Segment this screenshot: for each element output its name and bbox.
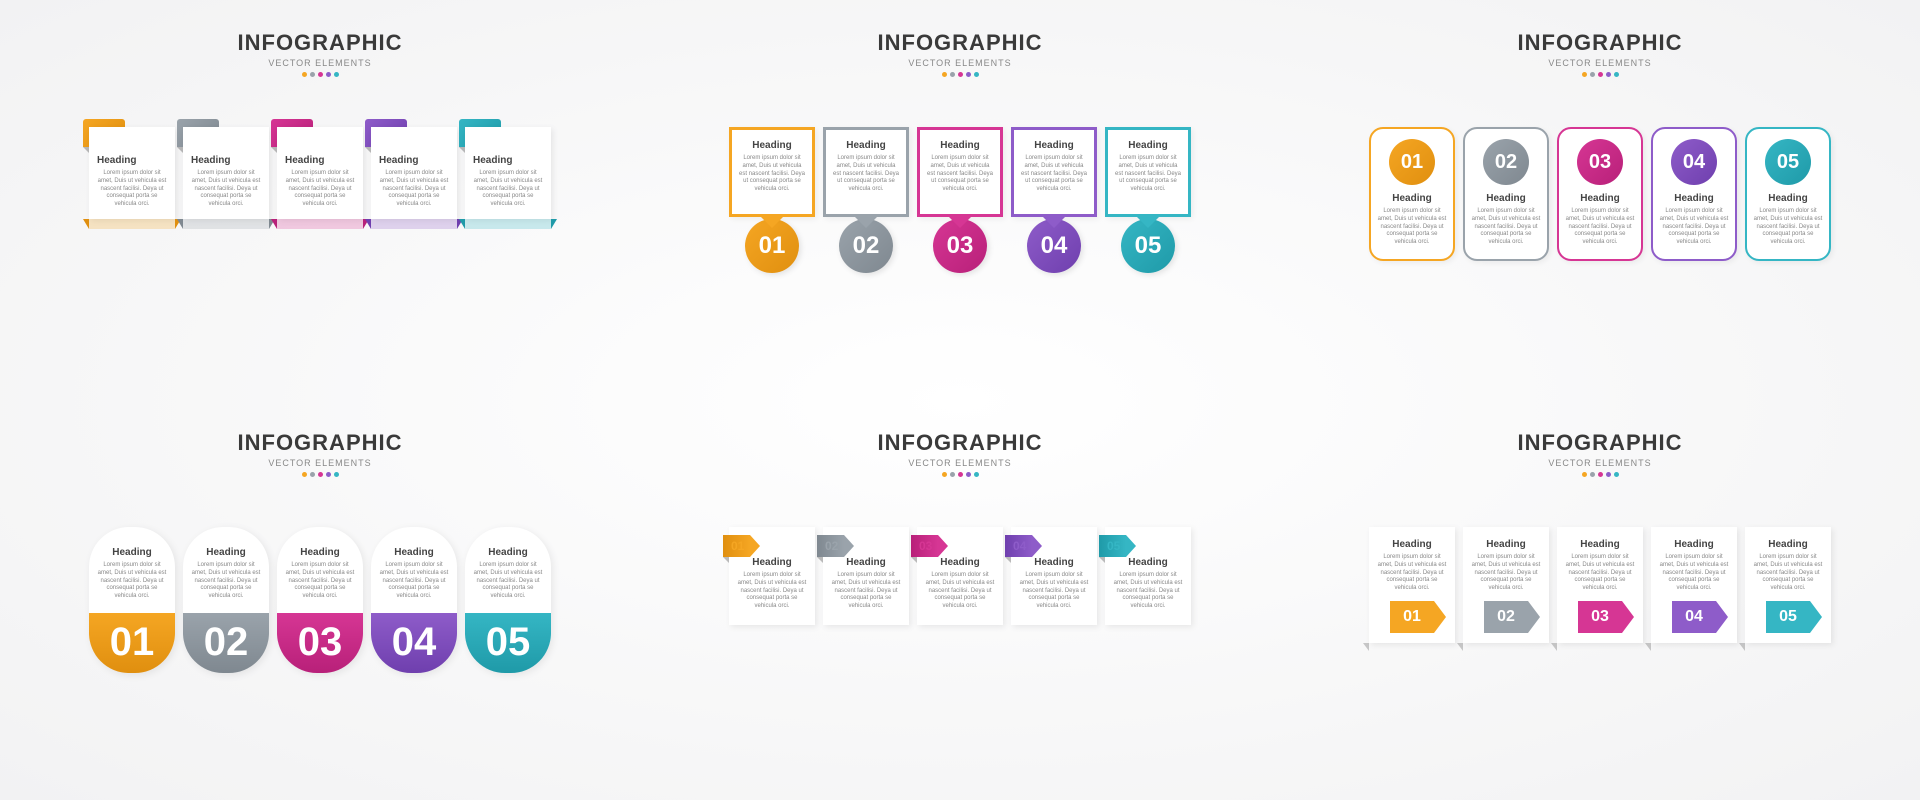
info-card: HeadingLorem ipsum dolor sit amet, Duis … bbox=[917, 127, 1003, 273]
dot bbox=[1606, 472, 1611, 477]
dot bbox=[318, 72, 323, 77]
info-card: HeadingLorem ipsum dolor sit amet, Duis … bbox=[1105, 127, 1191, 273]
dot bbox=[1598, 472, 1603, 477]
dot bbox=[326, 472, 331, 477]
dot bbox=[302, 472, 307, 477]
card-row: 01HeadingLorem ipsum dolor sit amet, Dui… bbox=[1369, 127, 1831, 261]
color-dots bbox=[942, 72, 979, 77]
info-card: 02HeadingLorem ipsum dolor sit amet, Dui… bbox=[183, 127, 269, 219]
dot bbox=[1582, 472, 1587, 477]
title: INFOGRAPHIC bbox=[1518, 30, 1683, 56]
info-card: 03HeadingLorem ipsum dolor sit amet, Dui… bbox=[1557, 127, 1643, 261]
panel-style5: INFOGRAPHIC VECTOR ELEMENTS 01HeadingLor… bbox=[640, 400, 1280, 800]
color-dots bbox=[302, 72, 339, 77]
info-card: HeadingLorem ipsum dolor sit amet, Duis … bbox=[465, 527, 551, 673]
panel-style4: INFOGRAPHIC VECTOR ELEMENTS HeadingLorem… bbox=[0, 400, 640, 800]
dot bbox=[1598, 72, 1603, 77]
info-card: 05HeadingLorem ipsum dolor sit amet, Dui… bbox=[1105, 527, 1191, 625]
dot bbox=[958, 72, 963, 77]
dot bbox=[950, 72, 955, 77]
title: INFOGRAPHIC bbox=[878, 430, 1043, 456]
info-card: 04HeadingLorem ipsum dolor sit amet, Dui… bbox=[1651, 127, 1737, 261]
info-card: HeadingLorem ipsum dolor sit amet, Duis … bbox=[1745, 527, 1831, 643]
dot bbox=[950, 472, 955, 477]
panel-style2: INFOGRAPHIC VECTOR ELEMENTS HeadingLorem… bbox=[640, 0, 1280, 400]
info-card: HeadingLorem ipsum dolor sit amet, Duis … bbox=[1011, 127, 1097, 273]
dot bbox=[942, 472, 947, 477]
info-card: 02HeadingLorem ipsum dolor sit amet, Dui… bbox=[1463, 127, 1549, 261]
dot bbox=[310, 72, 315, 77]
title: INFOGRAPHIC bbox=[878, 30, 1043, 56]
info-card: HeadingLorem ipsum dolor sit amet, Duis … bbox=[1369, 527, 1455, 643]
info-card: 01HeadingLorem ipsum dolor sit amet, Dui… bbox=[89, 127, 175, 219]
info-card: 03HeadingLorem ipsum dolor sit amet, Dui… bbox=[277, 127, 363, 219]
info-card: HeadingLorem ipsum dolor sit amet, Duis … bbox=[277, 527, 363, 673]
color-dots bbox=[1582, 472, 1619, 477]
color-dots bbox=[1582, 72, 1619, 77]
info-card: HeadingLorem ipsum dolor sit amet, Duis … bbox=[823, 127, 909, 273]
title: INFOGRAPHIC bbox=[238, 30, 403, 56]
card-row: HeadingLorem ipsum dolor sit amet, Duis … bbox=[89, 527, 551, 673]
info-card: HeadingLorem ipsum dolor sit amet, Duis … bbox=[729, 127, 815, 273]
dot bbox=[974, 72, 979, 77]
info-card: HeadingLorem ipsum dolor sit amet, Duis … bbox=[1463, 527, 1549, 643]
dot bbox=[974, 472, 979, 477]
card-row: HeadingLorem ipsum dolor sit amet, Duis … bbox=[1369, 527, 1831, 643]
dot bbox=[958, 472, 963, 477]
card-row: HeadingLorem ipsum dolor sit amet, Duis … bbox=[729, 127, 1191, 273]
info-card: 01HeadingLorem ipsum dolor sit amet, Dui… bbox=[1369, 127, 1455, 261]
dot bbox=[310, 472, 315, 477]
info-card: 04HeadingLorem ipsum dolor sit amet, Dui… bbox=[371, 127, 457, 219]
color-dots bbox=[942, 472, 979, 477]
dot bbox=[942, 72, 947, 77]
dot bbox=[1614, 72, 1619, 77]
dot bbox=[326, 72, 331, 77]
dot bbox=[1590, 72, 1595, 77]
infographic-grid: INFOGRAPHIC VECTOR ELEMENTS 01HeadingLor… bbox=[0, 0, 1920, 800]
dot bbox=[318, 472, 323, 477]
card-row: 01HeadingLorem ipsum dolor sit amet, Dui… bbox=[729, 527, 1191, 625]
title: INFOGRAPHIC bbox=[238, 430, 403, 456]
subtitle: VECTOR ELEMENTS bbox=[1548, 58, 1651, 68]
info-card: 04HeadingLorem ipsum dolor sit amet, Dui… bbox=[1011, 527, 1097, 625]
panel-style6: INFOGRAPHIC VECTOR ELEMENTS HeadingLorem… bbox=[1280, 400, 1920, 800]
info-card: HeadingLorem ipsum dolor sit amet, Duis … bbox=[371, 527, 457, 673]
subtitle: VECTOR ELEMENTS bbox=[908, 458, 1011, 468]
info-card: HeadingLorem ipsum dolor sit amet, Duis … bbox=[89, 527, 175, 673]
subtitle: VECTOR ELEMENTS bbox=[268, 58, 371, 68]
dot bbox=[966, 472, 971, 477]
dot bbox=[302, 72, 307, 77]
info-card: 01HeadingLorem ipsum dolor sit amet, Dui… bbox=[729, 527, 815, 625]
panel-style1: INFOGRAPHIC VECTOR ELEMENTS 01HeadingLor… bbox=[0, 0, 640, 400]
info-card: HeadingLorem ipsum dolor sit amet, Duis … bbox=[1557, 527, 1643, 643]
dot bbox=[1582, 72, 1587, 77]
info-card: 05HeadingLorem ipsum dolor sit amet, Dui… bbox=[1745, 127, 1831, 261]
info-card: HeadingLorem ipsum dolor sit amet, Duis … bbox=[183, 527, 269, 673]
dot bbox=[1590, 472, 1595, 477]
color-dots bbox=[302, 472, 339, 477]
title: INFOGRAPHIC bbox=[1518, 430, 1683, 456]
dot bbox=[1614, 472, 1619, 477]
card-row: 01HeadingLorem ipsum dolor sit amet, Dui… bbox=[89, 127, 551, 219]
subtitle: VECTOR ELEMENTS bbox=[908, 58, 1011, 68]
subtitle: VECTOR ELEMENTS bbox=[268, 458, 371, 468]
info-card: 05HeadingLorem ipsum dolor sit amet, Dui… bbox=[465, 127, 551, 219]
panel-style3: INFOGRAPHIC VECTOR ELEMENTS 01HeadingLor… bbox=[1280, 0, 1920, 400]
info-card: 02HeadingLorem ipsum dolor sit amet, Dui… bbox=[823, 527, 909, 625]
dot bbox=[334, 472, 339, 477]
info-card: 03HeadingLorem ipsum dolor sit amet, Dui… bbox=[917, 527, 1003, 625]
dot bbox=[334, 72, 339, 77]
dot bbox=[966, 72, 971, 77]
dot bbox=[1606, 72, 1611, 77]
info-card: HeadingLorem ipsum dolor sit amet, Duis … bbox=[1651, 527, 1737, 643]
subtitle: VECTOR ELEMENTS bbox=[1548, 458, 1651, 468]
